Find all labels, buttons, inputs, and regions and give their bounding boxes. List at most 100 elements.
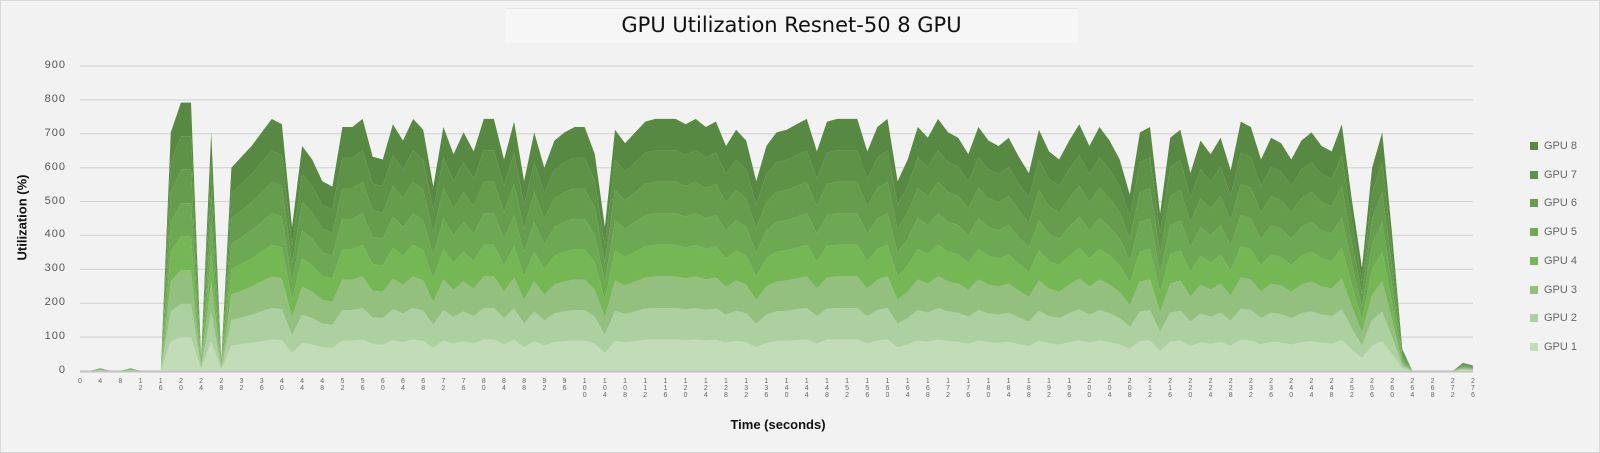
x-tick-label: 88 (522, 378, 527, 392)
x-tick-label: 104 (602, 378, 607, 399)
x-tick-label: 52 (340, 378, 345, 392)
chart-title-box: GPU Utilization Resnet-50 8 GPU (505, 8, 1078, 43)
x-tick-label: 84 (501, 378, 506, 392)
x-tick-label: 140 (784, 378, 789, 399)
x-tick-label: 208 (1127, 378, 1132, 399)
x-tick-label: 164 (905, 378, 910, 399)
legend-swatch (1530, 256, 1538, 265)
x-tick-label: 120 (683, 378, 688, 399)
legend-label: GPU 7 (1544, 168, 1578, 181)
legend-swatch (1530, 199, 1538, 208)
y-tick-label: 600 (44, 160, 66, 173)
legend-swatch (1530, 285, 1538, 294)
legend-swatch (1530, 170, 1538, 179)
y-tick-label: 500 (44, 194, 66, 207)
x-tick-label: 4 (98, 378, 103, 385)
x-tick-label: 64 (401, 378, 405, 392)
x-tick-label: 60 (380, 378, 385, 392)
x-tick-label: 172 (946, 378, 950, 399)
x-tick-label: 236 (1269, 378, 1274, 399)
x-tick-label: 168 (925, 378, 930, 399)
x-tick-label: 36 (259, 378, 264, 392)
x-tick-label: 92 (542, 378, 547, 392)
x-axis-label: Time (seconds) (730, 417, 826, 432)
x-tick-label: 260 (1390, 378, 1395, 399)
legend-label: GPU 1 (1544, 340, 1578, 353)
x-tick-label: 68 (421, 378, 426, 392)
x-tick-label: 156 (865, 378, 870, 399)
y-tick-label: 700 (44, 126, 66, 139)
x-tick-label: 252 (1349, 378, 1354, 399)
x-tick-label: 152 (845, 378, 850, 399)
x-tick-label: 12 (138, 378, 143, 392)
x-tick-label: 272 (1450, 378, 1455, 399)
y-tick-label: 400 (44, 228, 66, 241)
area-series-gpu-6 (80, 169, 1473, 371)
legend-item: GPU 3 (1530, 283, 1577, 297)
area-series-gpu-3 (80, 270, 1473, 371)
y-tick-label: 900 (44, 59, 66, 71)
x-tick-label: 180 (986, 378, 991, 399)
x-tick-label: 32 (239, 378, 244, 392)
x-tick-label: 160 (885, 378, 890, 399)
legend-item: GPU 5 (1530, 225, 1577, 239)
x-tick-label: 24 (199, 378, 204, 392)
x-tick-label: 44 (300, 378, 304, 392)
area-series-gpu-4 (80, 236, 1473, 371)
x-tick-label: 276 (1471, 378, 1475, 399)
x-tick-label: 132 (744, 378, 749, 399)
x-tick-label: 0 (78, 378, 82, 385)
legend-item: GPU 8 (1530, 139, 1577, 153)
x-tick-label: 76 (461, 378, 466, 392)
area-series-gpu-1 (80, 337, 1473, 371)
x-tick-label: 224 (1208, 378, 1213, 399)
x-tick-label: 148 (824, 378, 829, 399)
x-tick-label: 100 (582, 378, 587, 399)
y-tick-label: 0 (58, 364, 66, 376)
x-tick-label: 216 (1168, 378, 1173, 399)
x-tick-label: 200 (1087, 378, 1092, 399)
x-tick-label: 8 (118, 378, 123, 385)
legend-item: GPU 7 (1530, 168, 1577, 182)
x-tick-label: 16 (158, 378, 163, 392)
y-tick-label: 100 (44, 330, 66, 343)
y-tick-label: 800 (44, 92, 66, 105)
x-tick-label: 108 (623, 378, 627, 399)
legend-swatch (1530, 342, 1538, 351)
legend-item: GPU 2 (1530, 311, 1577, 325)
legend-label: GPU 6 (1544, 197, 1578, 210)
x-tick-label: 128 (724, 378, 728, 399)
legend-label: GPU 4 (1544, 254, 1578, 267)
x-tick-label: 176 (966, 378, 971, 399)
x-tick-label: 116 (663, 378, 668, 399)
area-series-gpu-7 (80, 136, 1473, 371)
x-tick-label: 40 (279, 378, 284, 392)
x-tick-label: 256 (1370, 378, 1374, 399)
area-series-gpu-2 (80, 303, 1473, 371)
x-tick-label: 220 (1188, 378, 1193, 399)
x-tick-label: 184 (1006, 378, 1011, 399)
x-tick-label: 80 (481, 378, 486, 392)
legend-item: GPU 6 (1530, 196, 1577, 210)
x-tick-label: 28 (219, 378, 224, 392)
legend-label: GPU 5 (1544, 226, 1578, 239)
y-axis-label: Utilization (%) (14, 174, 30, 261)
chart-title: GPU Utilization Resnet-50 8 GPU (621, 13, 962, 37)
x-tick-label: 136 (764, 378, 769, 399)
x-tick-label: 144 (804, 378, 809, 399)
x-tick-label: 264 (1410, 378, 1415, 399)
y-tick-label: 300 (44, 262, 66, 275)
x-tick-label: 240 (1289, 378, 1294, 399)
legend-item: GPU 1 (1530, 340, 1577, 354)
legend-label: GPU 8 (1544, 140, 1578, 152)
x-tick-label: 20 (178, 378, 183, 392)
x-tick-label: 244 (1309, 378, 1314, 399)
x-tick-label: 124 (703, 378, 708, 399)
legend-item: GPU 4 (1530, 254, 1577, 268)
area-series-gpu-8 (80, 102, 1473, 371)
area-series-gpu-5 (80, 203, 1473, 371)
x-tick-label: 204 (1107, 378, 1112, 399)
legend-swatch (1530, 228, 1538, 237)
x-tick-label: 248 (1329, 378, 1334, 399)
